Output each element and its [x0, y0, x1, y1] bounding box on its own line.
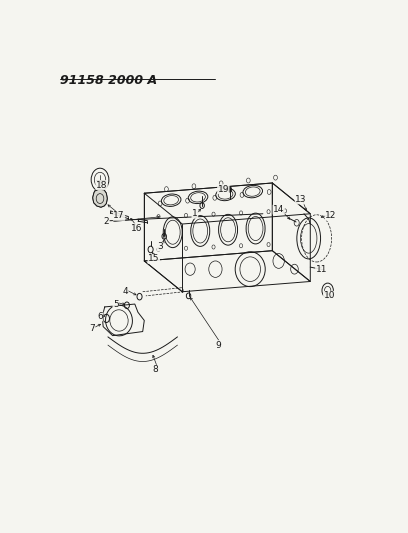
- Text: 3: 3: [157, 242, 163, 251]
- Text: 9: 9: [216, 341, 222, 350]
- Text: 6: 6: [97, 312, 103, 321]
- Text: 13: 13: [295, 195, 306, 204]
- Text: 16: 16: [131, 224, 142, 232]
- Text: 17: 17: [113, 211, 125, 220]
- Text: 12: 12: [325, 211, 337, 220]
- Text: 1: 1: [192, 209, 198, 218]
- Text: 4: 4: [122, 287, 128, 296]
- Text: 8: 8: [153, 365, 158, 374]
- Text: 10: 10: [324, 292, 335, 300]
- Text: 18: 18: [96, 181, 107, 190]
- Text: 15: 15: [148, 254, 160, 263]
- Circle shape: [227, 187, 232, 192]
- Text: 2: 2: [104, 217, 109, 227]
- Text: 11: 11: [316, 265, 327, 273]
- Text: 7: 7: [89, 324, 95, 333]
- Text: 19: 19: [217, 184, 229, 193]
- Text: 14: 14: [273, 205, 284, 214]
- Text: 5: 5: [113, 300, 119, 309]
- Polygon shape: [93, 189, 107, 207]
- Text: 91158 2000 A: 91158 2000 A: [60, 74, 157, 87]
